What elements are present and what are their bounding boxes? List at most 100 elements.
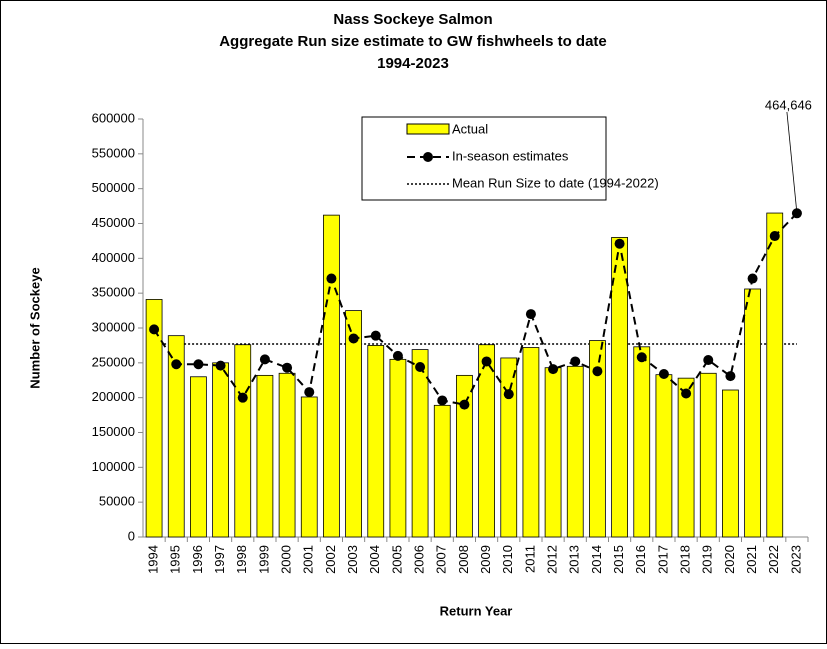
bar (566, 365, 584, 538)
x-tick-label: 2005 (389, 545, 404, 574)
x-tick-label: 2021 (744, 545, 759, 574)
estimate-point (614, 238, 625, 249)
bar (433, 404, 451, 538)
y-axis-label: Number of Sockeye (27, 267, 42, 388)
x-axis-label: Return Year (440, 603, 513, 618)
y-tick-label: 600000 (92, 110, 135, 125)
estimate-point (282, 362, 293, 373)
bar (300, 396, 318, 538)
bar (544, 367, 562, 538)
x-tick-label: 2004 (367, 545, 382, 574)
estimate-point (149, 324, 160, 335)
x-tick-label: 2018 (678, 545, 693, 574)
bar (212, 362, 229, 538)
y-tick-label: 0 (128, 528, 135, 543)
estimate-point (570, 356, 581, 367)
estimate-line (153, 212, 798, 406)
x-tick-label: 2011 (522, 545, 537, 573)
estimate-point (415, 362, 426, 373)
estimate-point (658, 368, 669, 379)
estimate-point (636, 352, 647, 363)
x-tick-label: 2010 (500, 545, 515, 574)
legend-box (361, 116, 607, 201)
x-tick-label: 1999 (256, 545, 271, 574)
bar (323, 214, 340, 538)
x-tick-label: 2013 (567, 545, 582, 574)
bar (190, 376, 207, 538)
estimate-point (503, 389, 514, 400)
bar (522, 347, 540, 538)
estimate-point (326, 273, 337, 284)
bar (500, 357, 518, 538)
legend-label: In-season estimates (452, 148, 569, 163)
x-tick-label: 1995 (168, 545, 183, 574)
chart-title: Aggregate Run size estimate to GW fishwh… (219, 33, 607, 50)
legend-label: Actual (452, 121, 488, 136)
estimate-point (681, 388, 692, 399)
y-tick-label: 300000 (92, 319, 135, 334)
bar (167, 335, 185, 538)
x-tick-label: 2012 (545, 545, 560, 574)
estimate-point (215, 360, 226, 371)
estimate-point (592, 366, 603, 377)
estimate-point (725, 371, 736, 382)
x-tick-label: 2006 (412, 545, 427, 574)
chart-title: Nass Sockeye Salmon (333, 11, 492, 28)
estimate-point (237, 392, 248, 403)
data-label: 464,646 (765, 97, 812, 112)
x-tick-label: 1996 (190, 545, 205, 574)
y-tick-label: 200000 (92, 389, 135, 404)
estimate-point (259, 354, 270, 365)
y-tick-label: 400000 (92, 250, 135, 265)
y-tick-label: 450000 (92, 215, 135, 230)
legend-swatch (423, 152, 433, 162)
legend-label: Mean Run Size to date (1994-2022) (452, 175, 659, 190)
bar (677, 377, 695, 538)
bar (345, 310, 362, 538)
x-tick-label: 2008 (456, 545, 471, 574)
estimate-point (481, 356, 492, 367)
y-tick-label: 250000 (92, 354, 135, 369)
estimate-point (769, 231, 780, 242)
bar (478, 344, 495, 538)
bar (699, 372, 717, 538)
legend-swatch (406, 123, 450, 135)
bar (766, 212, 784, 538)
estimate-point (304, 387, 315, 398)
y-tick-label: 50000 (99, 494, 135, 509)
estimate-point (193, 359, 204, 370)
y-tick-label: 500000 (92, 180, 135, 195)
x-tick-label: 2019 (700, 545, 715, 574)
x-tick-label: 2014 (589, 545, 604, 574)
estimate-point (747, 273, 758, 284)
bar (722, 389, 739, 538)
x-tick-label: 2009 (478, 545, 493, 574)
estimate-point (348, 333, 359, 344)
estimate-point (703, 355, 714, 366)
bar (234, 344, 252, 538)
x-tick-label: 1994 (146, 545, 161, 574)
bar (655, 374, 673, 538)
y-tick-label: 100000 (92, 459, 135, 474)
x-tick-label: 2023 (788, 545, 803, 574)
estimate-point (548, 364, 559, 375)
y-tick-label: 550000 (92, 145, 135, 160)
bar (145, 299, 163, 538)
estimate-point (459, 399, 470, 410)
x-tick-label: 2003 (345, 545, 360, 574)
x-tick-label: 2007 (434, 545, 449, 574)
bar (389, 358, 407, 538)
bar (611, 237, 628, 538)
bar (744, 288, 761, 538)
estimate-point (370, 330, 381, 341)
y-tick-label: 350000 (92, 285, 135, 300)
bar (256, 374, 274, 538)
x-tick-label: 1997 (212, 545, 227, 574)
x-tick-label: 2022 (766, 545, 781, 574)
x-tick-label: 1998 (234, 545, 249, 574)
x-tick-label: 2017 (655, 545, 670, 574)
bar (278, 372, 296, 538)
x-tick-label: 2002 (323, 545, 338, 574)
bar (456, 374, 473, 538)
